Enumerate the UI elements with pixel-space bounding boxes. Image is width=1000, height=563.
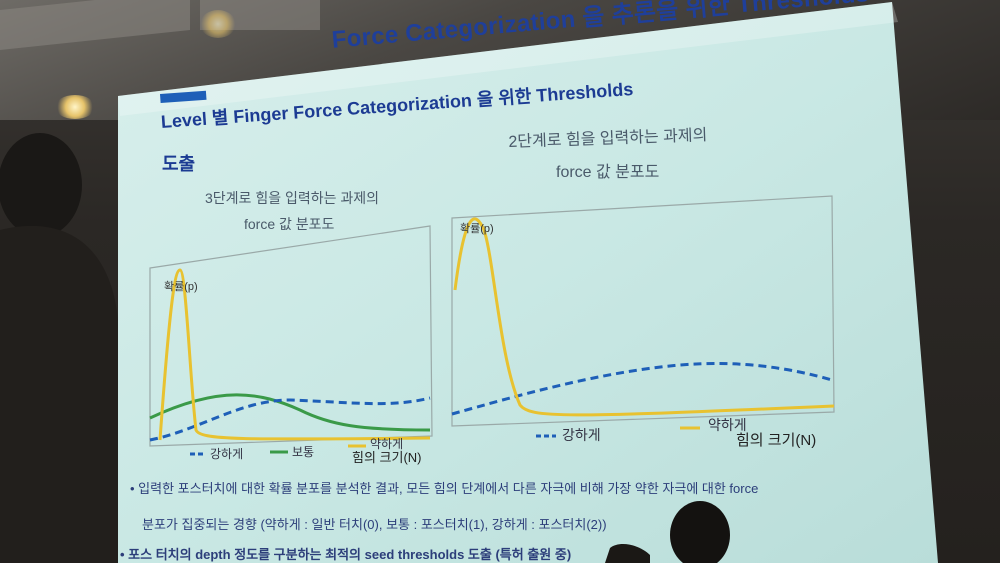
series-weak-line [158,268,431,441]
left-chart-ylabel: 확률(p) [164,280,198,293]
series-strong-line [451,362,833,416]
audience-head-silhouette [605,501,730,563]
legend-weak-label: 약하게 [370,436,403,451]
left-chart-caption-line1: 3단계로 힘을 입력하는 과제의 [205,190,380,206]
legend-normal-label: 보통 [292,445,314,459]
bullet-3-text: 포스 터치의 depth 정도를 구분하는 최적의 seed threshold… [128,547,572,562]
bullet-2-text: 분포가 집중되는 경향 (약하게 : 일반 터치(0), 보통 : 포스터치(1… [142,517,607,532]
series-weak-line [453,217,835,417]
bullet-1-text: 입력한 포스터치에 대한 확률 분포를 분석한 결과, 모든 힘의 단계에서 다… [138,481,759,496]
series-normal-line [149,393,431,432]
legend-weak-label: 약하게 [708,417,747,433]
series-strong-line [149,396,431,442]
legend-strong-label: 강하게 [562,427,601,443]
bullet-3: • 포스 터치의 depth 정도를 구분하는 최적의 seed thresho… [120,547,572,562]
right-chart-caption-line2: force 값 분포도 [556,164,660,181]
left-chart-xlabel: 힘의 크기(N) [352,450,422,465]
right-chart-xlabel: 힘의 크기(N) [736,432,816,449]
right-chart: 확률(p) 강하게 약하게 힘의 크기(N) [451,195,835,449]
presenter-silhouette [0,133,118,563]
right-chart-ylabel: 확률(p) [460,222,494,235]
bullet-2: 분포가 집중되는 경향 (약하게 : 일반 터치(0), 보통 : 포스터치(1… [142,514,607,533]
legend-strong-label: 강하게 [210,447,243,461]
left-chart: 확률(p) 강하게 보통 약하게 힘의 크기(N) [149,225,433,465]
bullet-1: • 입력한 포스터치에 대한 확률 분포를 분석한 결과, 모든 힘의 단계에서… [130,481,759,496]
section-heading-line2: 도출 [162,154,196,174]
left-chart-caption-line2: force 값 분포도 [244,216,335,232]
ceiling-light [55,95,95,119]
ceiling-light [200,10,236,38]
